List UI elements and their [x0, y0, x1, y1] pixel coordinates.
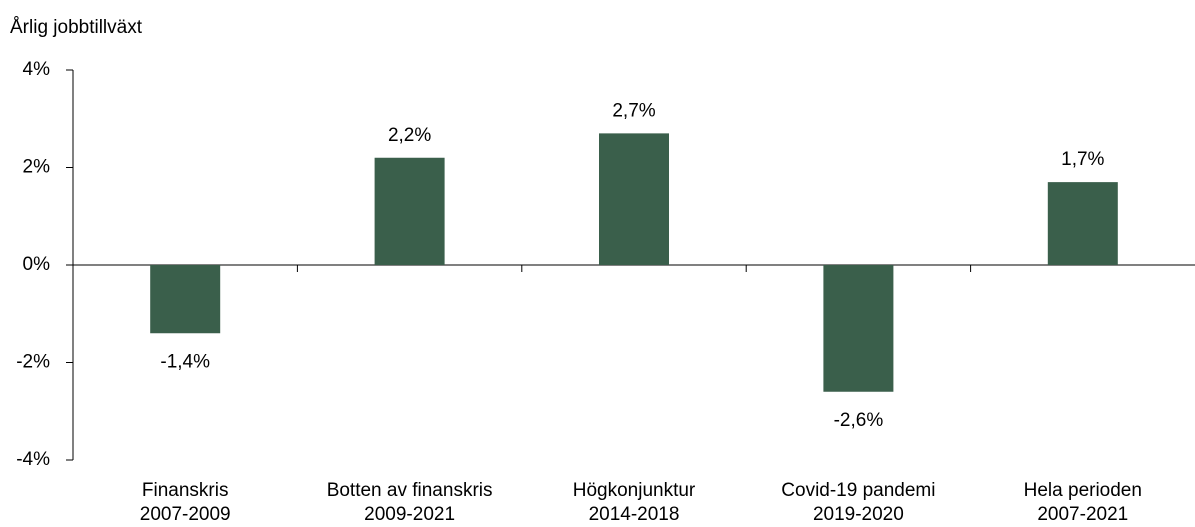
y-tick-label: 2% — [23, 157, 51, 178]
x-tick-label: Finanskris 2007-2009 — [139, 480, 231, 525]
value-label: 1,7% — [1061, 149, 1104, 170]
y-tick-label: 4% — [23, 59, 51, 80]
value-label: 2,2% — [388, 125, 431, 146]
x-tick-label: Hela perioden 2007-2021 — [1023, 480, 1142, 525]
bar — [150, 265, 221, 334]
bar — [374, 157, 445, 265]
x-tick-label: Högkonjunktur 2014-2018 — [572, 480, 696, 525]
y-tick-label: -2% — [16, 352, 50, 373]
value-label: 2,7% — [612, 100, 655, 121]
value-label: -1,4% — [160, 351, 210, 372]
x-tick-label: Covid-19 pandemi 2019-2020 — [781, 480, 936, 525]
bar — [599, 133, 669, 265]
bar — [1047, 182, 1118, 265]
x-tick-label: Botten av finanskris 2009-2021 — [326, 480, 493, 525]
y-tick-label: 0% — [23, 254, 51, 275]
value-label: -2,6% — [834, 410, 884, 431]
y-tick-label: -4% — [16, 449, 50, 470]
y-axis-label: Årlig jobbtillväxt — [10, 17, 143, 38]
bar — [823, 265, 894, 392]
